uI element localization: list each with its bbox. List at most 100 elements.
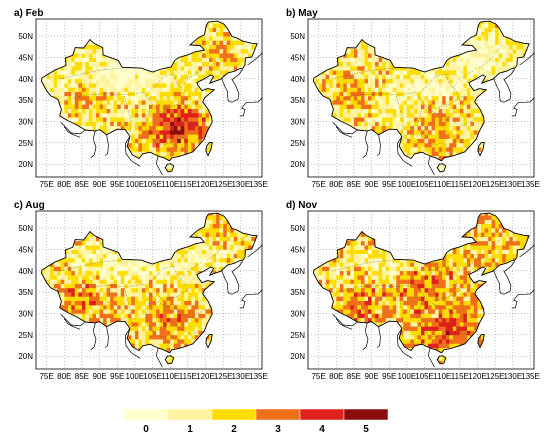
lon-tick-label: 125E (214, 372, 233, 381)
legend-label: 0 (143, 424, 149, 435)
lon-tick-label: 120E (196, 180, 215, 189)
lon-tick-label: 125E (486, 372, 505, 381)
legend-swatch (255, 408, 301, 421)
country-outline (312, 20, 530, 173)
lat-tick-label: 50N (290, 32, 305, 41)
lon-tick-label: 125E (486, 180, 505, 189)
legend-label: 3 (275, 424, 281, 435)
legend-swatch (167, 408, 213, 421)
lat-tick-label: 40N (290, 267, 305, 276)
province-borders (332, 236, 503, 344)
lat-tick-label: 20N (18, 352, 33, 361)
panel-title: a) Feb (14, 8, 44, 19)
map-panel-aug: 20N 25N 30N 35N 40N 45N 50N 75E 80E 85E 90E 95E 100E… (8, 197, 270, 397)
lon-tick-label: 120E (196, 372, 215, 381)
lon-tick-label: 110E (161, 180, 179, 189)
lon-tick-label: 85E (347, 180, 361, 189)
province-borders (60, 236, 231, 344)
lat-tick-label: 35N (290, 288, 305, 297)
map-panel-nov: 20N 25N 30N 35N 40N 45N 50N 75E 80E 85E 90E 95E 100E… (280, 197, 542, 397)
lon-tick-label: 90E (92, 372, 106, 381)
map-panel-may-svg: 20N 25N 30N 35N 40N 45N 50N 75E 80E 85E 90E 95E 100E… (290, 18, 540, 189)
lat-tick-label: 30N (290, 117, 305, 126)
lat-tick-label: 25N (18, 331, 33, 340)
lon-tick-label: 110E (433, 180, 451, 189)
lon-tick-label: 95E (110, 180, 124, 189)
lon-tick-label: 120E (468, 180, 487, 189)
lon-tick-label: 100E (398, 372, 417, 381)
map-panel-aug-svg: 20N 25N 30N 35N 40N 45N 50N 75E 80E 85E 90E 95E 100E… (18, 210, 268, 381)
lon-tick-label: 100E (126, 180, 145, 189)
legend-swatch (299, 408, 345, 421)
lat-tick-label: 40N (18, 267, 33, 276)
lon-tick-label: 90E (364, 372, 378, 381)
country-outline (312, 212, 530, 365)
lat-tick-label: 20N (290, 352, 305, 361)
lon-tick-label: 90E (92, 180, 106, 189)
panel-title: c) Aug (14, 200, 45, 211)
lon-tick-label: 135E (521, 180, 540, 189)
lon-tick-label: 130E (503, 372, 522, 381)
coastlines (60, 244, 263, 368)
lon-tick-label: 110E (433, 372, 451, 381)
lat-tick-label: 30N (18, 309, 33, 318)
lat-tick-label: 40N (18, 75, 33, 84)
lon-tick-label: 80E (329, 372, 343, 381)
lat-tick-label: 20N (18, 160, 33, 169)
lon-tick-label: 115E (451, 180, 469, 189)
lon-tick-label: 100E (126, 372, 145, 381)
map-panel-feb-svg: 20N 25N 30N 35N 40N 45N 50N 75E 80E 85E 90E 95E 100E… (18, 18, 268, 189)
legend-swatch (343, 408, 389, 421)
lat-tick-label: 50N (290, 224, 305, 233)
lat-tick-label: 35N (18, 288, 33, 297)
panel-title: b) May (286, 8, 318, 19)
province-borders (332, 44, 503, 152)
lat-tick-label: 40N (290, 75, 305, 84)
lon-tick-label: 125E (214, 180, 233, 189)
province-borders (60, 44, 231, 152)
map-panel-nov-svg: 20N 25N 30N 35N 40N 45N 50N 75E 80E 85E 90E 95E 100E… (290, 210, 540, 381)
panel-title: d) Nov (286, 200, 318, 211)
lat-tick-label: 25N (18, 139, 33, 148)
lat-tick-label: 25N (290, 331, 305, 340)
legend-swatch (123, 408, 169, 421)
lon-tick-label: 130E (231, 372, 250, 381)
legend-label: 5 (363, 424, 369, 435)
lon-tick-label: 75E (311, 180, 325, 189)
lon-tick-label: 75E (39, 372, 53, 381)
legend-swatch (211, 408, 257, 421)
lon-tick-label: 115E (179, 180, 197, 189)
lon-tick-label: 100E (398, 180, 417, 189)
lon-tick-label: 135E (521, 372, 540, 381)
lon-tick-label: 135E (249, 180, 268, 189)
lat-tick-label: 50N (18, 32, 33, 41)
lat-tick-label: 45N (290, 53, 305, 62)
lon-tick-label: 90E (364, 180, 378, 189)
lat-tick-label: 20N (290, 160, 305, 169)
legend-label: 4 (319, 424, 325, 435)
coastlines (60, 52, 263, 176)
lat-tick-label: 25N (290, 139, 305, 148)
lon-tick-label: 85E (75, 180, 89, 189)
country-outline (40, 20, 258, 173)
lat-tick-label: 30N (18, 117, 33, 126)
lat-tick-label: 45N (290, 245, 305, 254)
legend-label: 2 (231, 424, 237, 435)
color-legend: 0 1 2 3 4 5 (123, 408, 389, 435)
lat-tick-label: 45N (18, 53, 33, 62)
lon-tick-label: 75E (311, 372, 325, 381)
lat-tick-label: 30N (290, 309, 305, 318)
lon-tick-label: 80E (57, 180, 71, 189)
lat-tick-label: 50N (18, 224, 33, 233)
lon-tick-label: 85E (75, 372, 89, 381)
lat-tick-label: 35N (290, 96, 305, 105)
coastlines (332, 244, 535, 368)
lon-tick-label: 135E (249, 372, 268, 381)
lon-tick-label: 95E (110, 372, 124, 381)
lon-tick-label: 85E (347, 372, 361, 381)
lat-tick-label: 45N (18, 245, 33, 254)
lon-tick-label: 115E (451, 372, 469, 381)
legend-label: 1 (187, 424, 193, 435)
lon-tick-label: 105E (415, 372, 434, 381)
lon-tick-label: 105E (143, 372, 162, 381)
